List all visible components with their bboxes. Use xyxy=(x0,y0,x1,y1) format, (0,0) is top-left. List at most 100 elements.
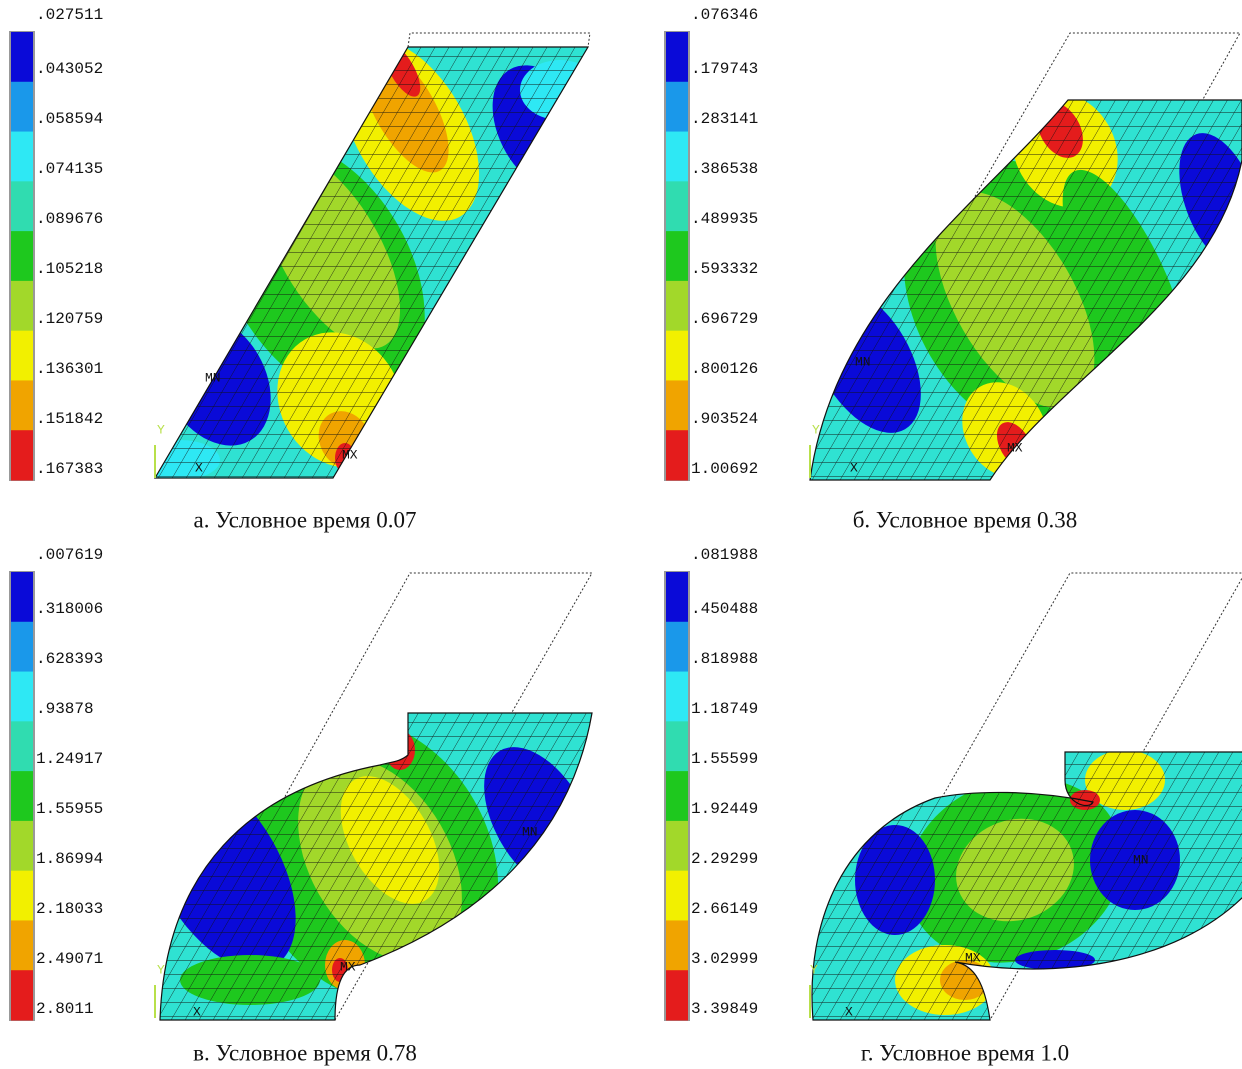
colorbar-band xyxy=(11,81,33,133)
legend-label: .120759 xyxy=(36,310,103,328)
max-marker: MX xyxy=(965,950,981,965)
colorbar-band xyxy=(11,572,33,623)
legend-label: .696729 xyxy=(691,310,758,328)
legend-label: 1.00692 xyxy=(691,460,758,478)
colorbar-band xyxy=(666,771,688,822)
colorbar-band xyxy=(11,621,33,673)
caption: в. Условное время 0.78 xyxy=(193,1040,417,1065)
legend-label: 1.24917 xyxy=(36,750,103,768)
panel: .027511 .043052 .058594 .074135 .089676 .1052… xyxy=(9,6,591,532)
x-axis-label: X xyxy=(850,460,858,475)
contour-plot xyxy=(812,752,1242,1020)
legend-label: .076346 xyxy=(691,6,758,24)
legend-label: .136301 xyxy=(36,360,103,378)
colorbar-band xyxy=(11,820,33,872)
y-axis-label: Y xyxy=(157,422,165,437)
colorbar-band xyxy=(666,81,688,133)
legend-label: 2.66149 xyxy=(691,900,758,918)
legend-label: .167383 xyxy=(36,460,103,478)
legend-label: .93878 xyxy=(36,700,94,718)
min-marker: MN xyxy=(1133,852,1149,867)
colorbar-band xyxy=(11,280,33,332)
colorbar-band xyxy=(666,870,688,921)
max-marker: MX xyxy=(1007,440,1023,455)
panel: .081988 .450488 .818988 1.18749 1.55599 1.924… xyxy=(664,546,1242,1065)
colorbar-band xyxy=(666,32,688,83)
colorbar-band xyxy=(666,280,688,332)
colorbar-band xyxy=(11,330,33,381)
undeformed-outline xyxy=(407,32,591,48)
mesh xyxy=(155,47,588,478)
legend-label: .593332 xyxy=(691,260,758,278)
legend-label: .450488 xyxy=(691,600,758,618)
legend-label: .628393 xyxy=(36,650,103,668)
contour-plot xyxy=(155,47,588,478)
legend-label: 2.29299 xyxy=(691,850,758,868)
min-marker: MN xyxy=(855,354,871,369)
legend-label: 1.18749 xyxy=(691,700,758,718)
colorbar-band xyxy=(666,671,688,722)
x-axis-label: X xyxy=(195,460,203,475)
panel: .076346 .179743 .283141 .386538 .489935 .5933… xyxy=(664,6,1242,532)
max-marker: MX xyxy=(342,447,358,462)
legend-label: 2.8011 xyxy=(36,1000,94,1018)
colorbar-band xyxy=(666,621,688,673)
colorbar-band xyxy=(666,970,688,1021)
undeformed-outline xyxy=(159,572,593,1021)
colorbar-band xyxy=(11,870,33,921)
x-axis-label: X xyxy=(193,1004,201,1019)
caption: б. Условное время 0.38 xyxy=(853,507,1078,532)
y-axis-label: Y xyxy=(812,422,820,437)
panel: .007619 .318006 .628393 .93878 1.24917 1.5595… xyxy=(9,546,593,1065)
legend-label: .043052 xyxy=(36,60,103,78)
y-axis-label: Y xyxy=(810,962,818,977)
legend-label: .151842 xyxy=(36,410,103,428)
legend-label: 1.86994 xyxy=(36,850,103,868)
caption: а. Условное время 0.07 xyxy=(193,507,416,532)
colorbar-band xyxy=(666,330,688,381)
legend-label: .074135 xyxy=(36,160,103,178)
colorbar-band xyxy=(666,380,688,431)
legend-label: .903524 xyxy=(691,410,758,428)
shape-outline xyxy=(153,46,590,479)
colorbar-band xyxy=(11,231,33,282)
legend-label: .179743 xyxy=(691,60,758,78)
legend-label: .058594 xyxy=(36,110,103,128)
legend-label: 3.02999 xyxy=(691,950,758,968)
caption: г. Условное время 1.0 xyxy=(861,1040,1069,1065)
legend-label: 2.18033 xyxy=(36,900,103,918)
legend-label: .007619 xyxy=(36,546,103,564)
contour-plot xyxy=(810,100,1242,480)
colorbar-band xyxy=(11,380,33,431)
colorbar-band xyxy=(11,771,33,822)
mesh xyxy=(812,752,1242,1020)
legend-label: .318006 xyxy=(36,600,103,618)
shape-outline xyxy=(811,751,1242,1021)
legend-label: 2.49071 xyxy=(36,950,103,968)
legend-label: .386538 xyxy=(691,160,758,178)
legend-label: 1.92449 xyxy=(691,800,758,818)
colorbar-band xyxy=(666,430,688,481)
min-marker: MN xyxy=(522,824,538,839)
min-marker: MN xyxy=(205,370,221,385)
colorbar-band xyxy=(11,181,33,232)
legend-label: 1.55955 xyxy=(36,800,103,818)
legend-label: .489935 xyxy=(691,210,758,228)
shape-outline xyxy=(159,712,593,1021)
legend-label: .089676 xyxy=(36,210,103,228)
max-marker: MX xyxy=(340,959,356,974)
shape-outline xyxy=(809,99,1242,481)
legend-label: .283141 xyxy=(691,110,758,128)
legend-label: .818988 xyxy=(691,650,758,668)
legend-label: 1.55599 xyxy=(691,750,758,768)
colorbar-band xyxy=(11,131,33,182)
y-axis-label: Y xyxy=(157,962,165,977)
legend-label: .081988 xyxy=(691,546,758,564)
colorbar-band xyxy=(11,970,33,1021)
x-axis-label: X xyxy=(845,1004,853,1019)
colorbar-band xyxy=(666,920,688,971)
colorbar-band xyxy=(666,572,688,623)
legend-label: 3.39849 xyxy=(691,1000,758,1018)
colorbar-band xyxy=(11,721,33,772)
